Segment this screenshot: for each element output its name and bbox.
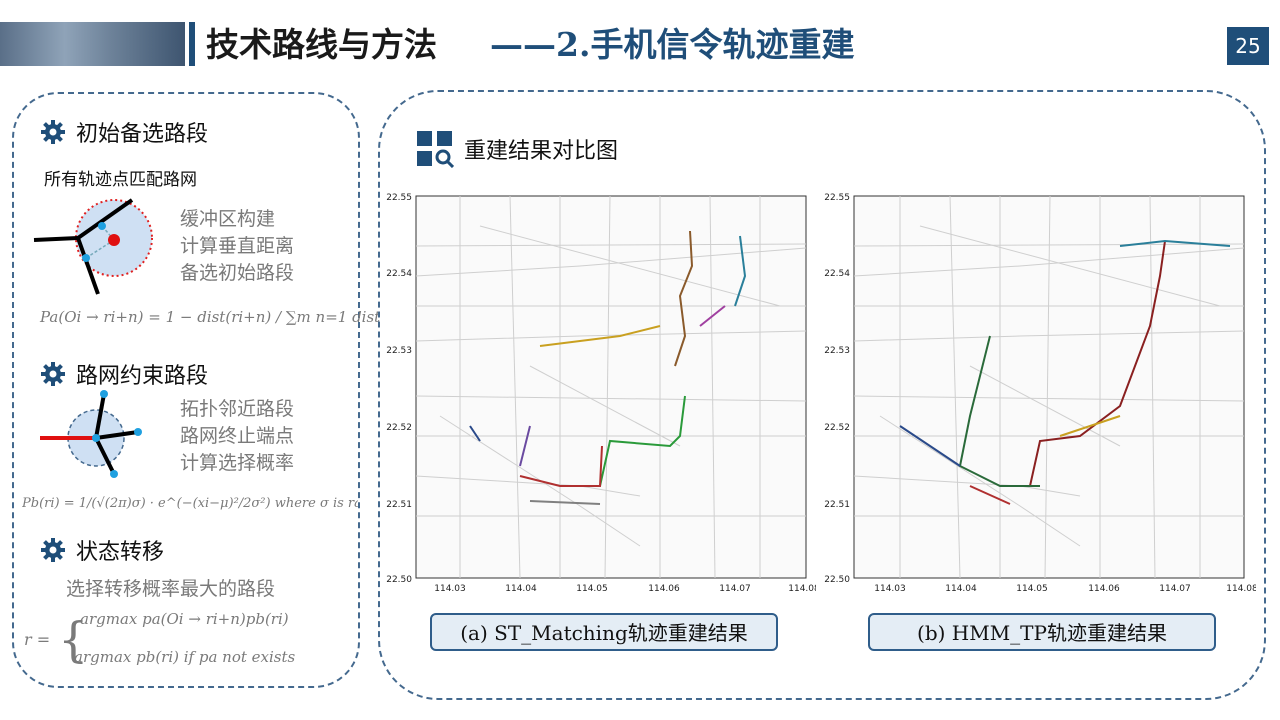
results-heading: 重建结果对比图 (416, 130, 618, 168)
gear-icon (41, 362, 65, 386)
page-subtitle: ——2.手机信令轨迹重建 (490, 25, 855, 64)
gear-icon (41, 120, 65, 144)
x-tick: 114.08 (788, 584, 816, 594)
formula-case2: argmax pb(ri) if pa not exists (74, 648, 296, 666)
step-item: 路网终止端点 (180, 425, 295, 447)
map-st-matching: 22.55 22.54 22.53 22.52 22.51 22.50 114.… (380, 186, 816, 594)
caption-map-b: (b) HMM_TP轨迹重建结果 (868, 613, 1216, 651)
header-accent-bar (189, 22, 195, 66)
buffer-diagram (33, 198, 153, 295)
x-tick: 114.08 (1226, 584, 1256, 594)
map-hmm-tp: 22.55 22.54 22.53 22.52 22.51 22.50 114.… (820, 186, 1256, 594)
header-banner-image (0, 22, 185, 66)
section-heading: 路网约束路段 (76, 364, 209, 389)
y-tick: 22.55 (824, 193, 850, 203)
section-intro: 所有轨迹点匹配路网 (44, 170, 197, 190)
y-tick: 22.50 (386, 575, 412, 585)
gear-icon (41, 538, 65, 562)
formula-r-label: r = (24, 630, 51, 649)
formula-pa: Pa(Oi → ri+n) = 1 − dist(ri+n) / ∑m n=1 … (40, 308, 441, 326)
x-tick: 114.04 (945, 584, 977, 594)
y-tick: 22.55 (386, 193, 412, 203)
x-tick: 114.07 (719, 584, 751, 594)
section-state-transition: 状态转移 (40, 534, 164, 566)
x-tick: 114.04 (505, 584, 537, 594)
x-tick: 114.06 (648, 584, 680, 594)
x-tick: 114.06 (1088, 584, 1120, 594)
section-network-constraint: 路网约束路段 (40, 358, 208, 390)
step-text: 缓冲区构建 计算垂直距离 备选初始路段 (180, 206, 294, 287)
formula-brace: { (58, 612, 89, 668)
step-item: 计算选择概率 (180, 452, 295, 474)
y-tick: 22.51 (386, 500, 412, 510)
step-item: 缓冲区构建 (180, 208, 276, 230)
x-tick: 114.07 (1159, 584, 1191, 594)
step-item: 备选初始路段 (180, 262, 295, 284)
section-intro: 选择转移概率最大的路段 (66, 578, 276, 600)
x-tick: 114.03 (434, 584, 466, 594)
page-title: 技术路线与方法 (206, 25, 437, 64)
formula-pb: Pb(ri) = 1/(√(2π)σ) · e^(−(xi−μ)²/2σ²) w… (22, 496, 358, 511)
y-tick: 22.53 (824, 346, 850, 356)
caption-map-a: (a) ST_Matching轨迹重建结果 (430, 613, 778, 651)
y-tick: 22.51 (824, 500, 850, 510)
section-initial-candidates: 初始备选路段 (40, 116, 208, 148)
x-tick: 114.05 (576, 584, 608, 594)
x-tick: 114.05 (1016, 584, 1048, 594)
page-number: 25 (1227, 27, 1269, 65)
y-tick: 22.53 (386, 346, 412, 356)
y-tick: 22.54 (386, 269, 412, 279)
y-tick: 22.54 (824, 269, 850, 279)
formula-case1: argmax pa(Oi → ri+n)pb(ri) (80, 610, 289, 628)
section-heading: 初始备选路段 (76, 122, 209, 147)
results-panel (378, 90, 1266, 700)
x-tick: 114.03 (874, 584, 906, 594)
y-tick: 22.52 (386, 423, 412, 433)
method-panel (12, 92, 360, 688)
step-text: 拓扑邻近路段 路网终止端点 计算选择概率 (180, 396, 294, 477)
y-tick: 22.52 (824, 423, 850, 433)
section-heading: 状态转移 (76, 540, 165, 565)
topology-diagram (40, 390, 142, 478)
grid-search-icon (417, 131, 454, 168)
y-tick: 22.50 (824, 575, 850, 585)
step-item: 拓扑邻近路段 (180, 398, 295, 420)
step-item: 计算垂直距离 (180, 235, 295, 257)
section-heading: 重建结果对比图 (464, 139, 619, 164)
